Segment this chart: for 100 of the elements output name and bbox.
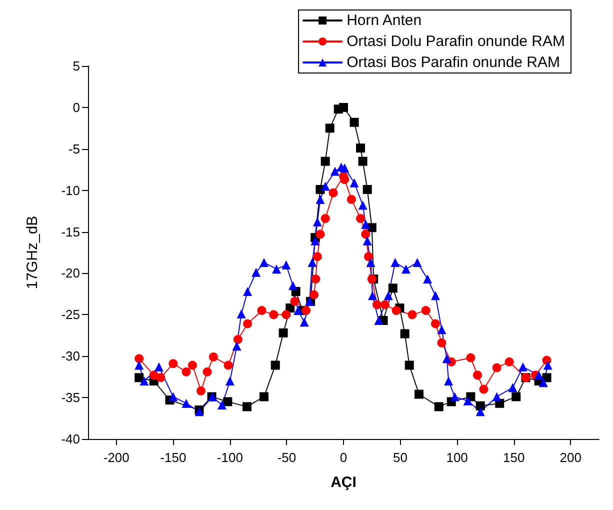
- y-tick-label: -15: [61, 224, 80, 240]
- point: [356, 144, 366, 153]
- point: [311, 274, 320, 284]
- point: [366, 258, 376, 267]
- point: [404, 360, 414, 370]
- point: [388, 284, 398, 293]
- x-tick-label: -200: [103, 450, 130, 465]
- point: [362, 185, 372, 194]
- y-tick-label: -30: [61, 348, 80, 364]
- point: [364, 252, 373, 262]
- point: [518, 362, 528, 372]
- x-tick-label: 150: [502, 450, 525, 465]
- point: [290, 296, 300, 306]
- point: [421, 306, 430, 316]
- point: [380, 300, 390, 310]
- point: [252, 268, 261, 277]
- legend-label: Ortasi Dolu Parafin onunde RAM: [346, 33, 565, 50]
- point: [390, 258, 400, 267]
- point: [224, 360, 233, 370]
- x-tick-label: 0: [340, 450, 348, 465]
- point: [361, 230, 370, 239]
- point: [542, 373, 552, 382]
- point: [392, 306, 401, 316]
- point: [168, 359, 178, 368]
- y-axis-title: 17GHz_dB: [24, 216, 41, 290]
- point: [430, 291, 440, 300]
- point: [257, 306, 266, 316]
- point: [320, 156, 330, 166]
- point: [476, 401, 485, 410]
- point: [316, 230, 325, 239]
- x-tick-label: -50: [277, 450, 296, 465]
- point: [202, 367, 212, 376]
- point: [312, 217, 322, 226]
- point: [272, 264, 281, 274]
- point: [140, 376, 149, 386]
- point: [437, 325, 446, 334]
- y-tick-label: -35: [61, 390, 80, 406]
- point: [325, 124, 334, 133]
- x-tick-label: 200: [560, 450, 582, 465]
- point: [188, 360, 197, 370]
- point: [339, 102, 348, 112]
- point: [309, 290, 318, 300]
- point: [368, 291, 377, 300]
- point: [154, 362, 164, 372]
- point: [182, 398, 191, 408]
- point: [134, 360, 144, 370]
- point: [358, 200, 368, 210]
- point: [134, 373, 144, 382]
- point: [233, 335, 242, 344]
- point: [476, 407, 485, 416]
- point: [308, 258, 317, 267]
- point: [358, 156, 368, 166]
- point: [372, 300, 382, 310]
- x-axis-title: AÇI: [330, 474, 356, 491]
- point: [208, 352, 218, 362]
- legend-label: Horn Anten: [346, 12, 422, 29]
- point: [236, 309, 246, 318]
- point: [401, 264, 410, 274]
- point: [350, 178, 359, 188]
- point: [442, 354, 452, 364]
- point: [182, 367, 191, 376]
- point: [361, 220, 370, 229]
- point: [156, 373, 166, 382]
- point: [492, 392, 502, 402]
- point: [423, 274, 432, 284]
- point: [400, 329, 410, 338]
- point: [412, 258, 422, 267]
- y-tick-label: -10: [61, 182, 80, 198]
- point: [473, 370, 482, 380]
- point: [300, 318, 309, 327]
- point: [444, 376, 454, 386]
- point: [538, 378, 548, 388]
- point: [328, 188, 338, 198]
- point: [504, 357, 514, 366]
- point: [374, 316, 384, 325]
- point: [463, 396, 472, 406]
- point: [384, 291, 393, 300]
- point: [217, 400, 226, 410]
- point: [356, 214, 366, 224]
- point: [310, 236, 320, 246]
- point: [260, 392, 269, 402]
- point: [492, 363, 502, 372]
- point: [320, 214, 330, 224]
- point: [282, 310, 291, 320]
- point: [243, 319, 252, 328]
- point: [134, 354, 144, 364]
- legend-label: Ortasi Bos Parafin onunde RAM: [346, 54, 560, 71]
- point: [316, 194, 325, 204]
- point: [479, 384, 488, 394]
- point: [242, 402, 252, 412]
- y-tick-label: 0: [72, 100, 80, 115]
- x-tick-label: 100: [446, 450, 468, 465]
- point: [312, 252, 322, 262]
- point: [350, 118, 359, 127]
- point: [269, 310, 278, 320]
- point: [346, 194, 356, 204]
- y-tick-label: 5: [72, 58, 80, 74]
- y-tick-label: -5: [68, 141, 80, 156]
- point: [534, 370, 544, 380]
- point: [408, 310, 417, 320]
